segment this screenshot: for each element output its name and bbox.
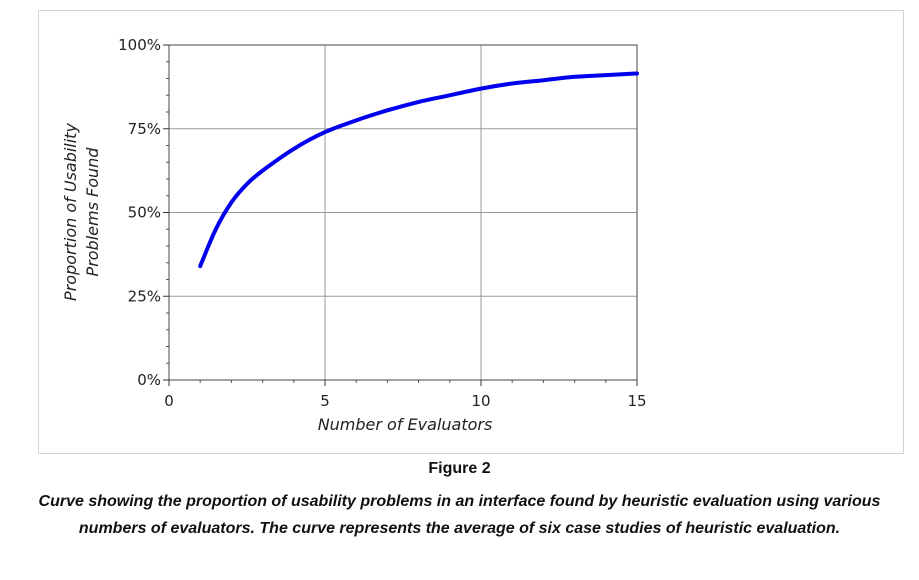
figure-label: Figure 2 bbox=[428, 460, 491, 477]
y-axis-title-line-2: Problems Found bbox=[83, 147, 102, 277]
x-tick-label: 10 bbox=[471, 392, 490, 410]
y-tick-label: 75% bbox=[128, 120, 161, 138]
series-lines bbox=[198, 71, 639, 269]
figure-caption: Curve showing the proportion of usabilit… bbox=[38, 493, 881, 537]
x-tick-label: 15 bbox=[627, 392, 646, 410]
axes bbox=[163, 44, 638, 386]
x-tick-label: 0 bbox=[164, 392, 174, 410]
x-axis-title: Number of Evaluators bbox=[318, 415, 493, 434]
grid-lines bbox=[169, 45, 637, 380]
y-tick-label: 50% bbox=[128, 204, 161, 222]
y-axis-title-line-1: Proportion of Usability bbox=[61, 123, 80, 301]
y-tick-label: 100% bbox=[118, 36, 161, 54]
series-line bbox=[198, 71, 639, 269]
tick-labels: 0% 25% 50% 75% 100% 0 5 10 15 bbox=[118, 36, 646, 410]
chart: 0% 25% 50% 75% 100% 0 5 10 15 Number of Evaluato… bbox=[61, 36, 647, 434]
y-tick-label: 0% bbox=[137, 371, 161, 389]
plot-frame bbox=[168, 44, 638, 381]
x-tick-label: 5 bbox=[320, 392, 330, 410]
y-tick-label: 25% bbox=[128, 287, 161, 305]
